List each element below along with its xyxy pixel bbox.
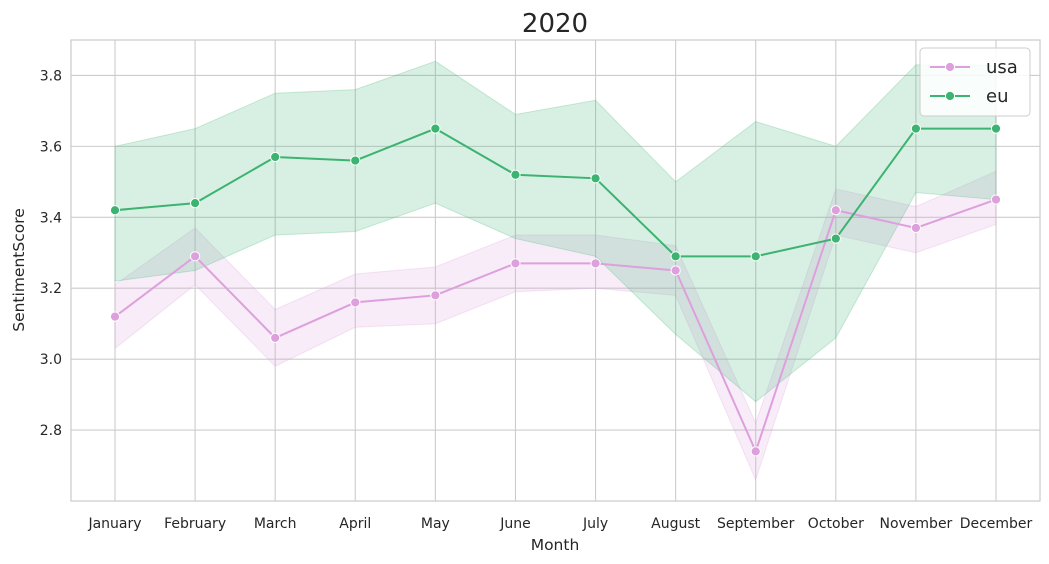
x-tick-label: April [339,516,371,532]
data-point-usa [990,194,1002,205]
data-point-eu [270,151,281,163]
data-point-usa [350,297,361,308]
data-point-eu [109,205,121,216]
x-tick-label: January [87,516,141,532]
data-point-eu [430,123,441,134]
legend-marker-usa [944,61,956,73]
data-point-eu [510,169,521,180]
x-tick-label: March [254,516,297,532]
y-tick-label: 3.8 [40,68,62,84]
x-axis-label: Month [531,536,580,554]
x-tick-label: May [421,516,450,532]
x-tick-label: October [808,516,864,532]
data-point-usa [830,205,841,216]
legend-label-usa: usa [986,57,1018,78]
grid [71,40,1040,501]
y-axis-ticks: 2.8 3.0 3.2 3.4 3.6 3.8 [40,68,62,439]
y-tick-label: 3.2 [40,281,62,297]
x-tick-label: February [164,516,226,532]
plot-frame [70,39,1041,502]
x-tick-label: July [582,516,608,532]
legend-marker-eu [944,90,956,102]
x-tick-label: September [717,516,795,532]
data-point-eu [990,123,1002,134]
confidence-band-usa [114,170,997,482]
series-markers [109,123,1002,457]
x-tick-label: November [879,516,952,532]
data-point-usa [670,265,681,276]
data-point-usa [430,290,441,301]
confidence-bands [114,60,997,482]
y-tick-label: 3.4 [40,210,62,226]
y-tick-label: 3.6 [40,139,62,155]
y-tick-label: 3.0 [40,352,62,368]
data-point-eu [670,251,681,262]
data-point-usa [109,311,121,322]
confidence-band-eu [114,60,997,403]
data-point-eu [910,123,922,134]
x-tick-label: June [499,516,531,532]
series-line-eu [114,127,996,258]
data-point-usa [510,258,521,269]
data-point-usa [910,222,922,234]
data-point-eu [350,155,361,166]
data-point-eu [590,173,601,184]
data-point-usa [590,258,601,269]
x-axis-ticks: January February March April May June July Augu… [87,516,1032,532]
data-point-usa [750,446,761,457]
series-lines [114,127,997,455]
series-line-usa [114,198,997,455]
x-tick-label: August [651,516,701,532]
data-point-usa [189,251,201,262]
x-tick-label: December [960,516,1033,532]
legend-label-eu: eu [986,86,1008,107]
y-tick-label: 2.8 [40,423,62,439]
data-point-usa [270,332,281,343]
legend: usa eu [919,47,1031,117]
data-point-eu [830,233,841,244]
data-point-eu [189,198,201,209]
y-axis-label: SentimentScore [10,208,28,332]
chart-title: 2020 [522,9,588,39]
data-point-eu [750,251,761,262]
